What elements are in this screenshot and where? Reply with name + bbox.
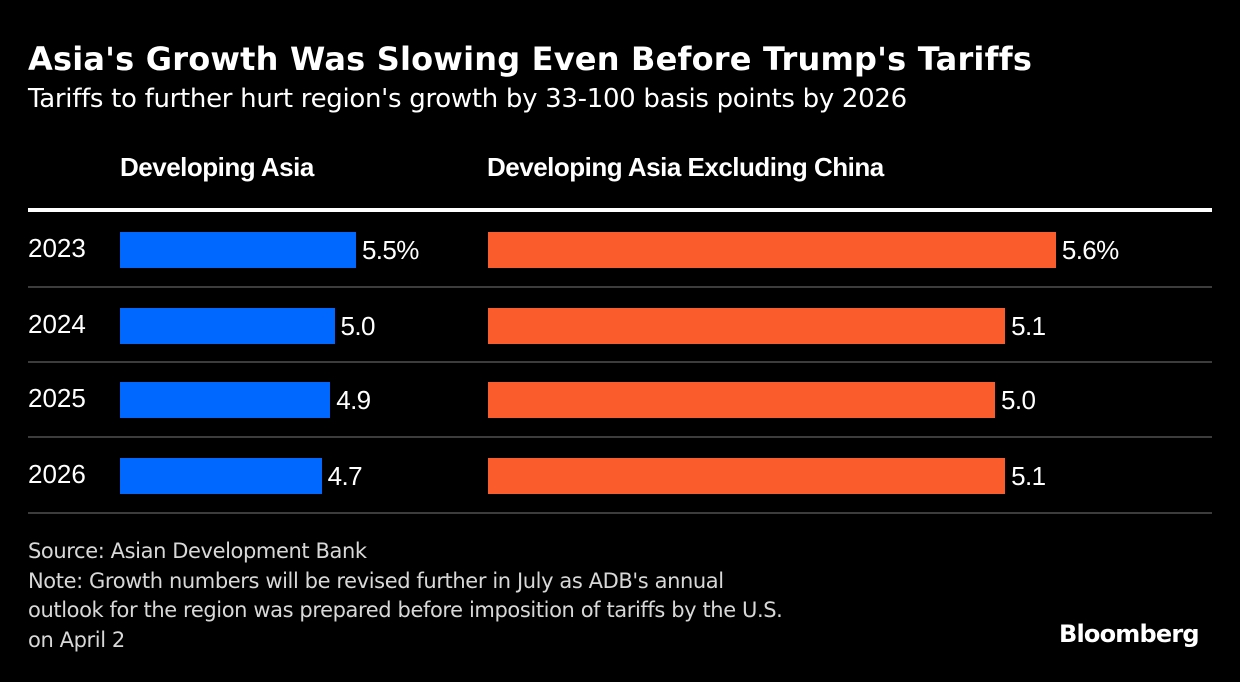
row-divider — [28, 436, 1212, 438]
bar-developing-asia-2023 — [120, 232, 356, 268]
note-line-1: Note: Growth numbers will be revised fur… — [28, 568, 724, 593]
footnote: Source: Asian Development Bank Note: Gro… — [28, 537, 783, 655]
value-label: 5.0 — [1001, 385, 1036, 415]
bar-developing-asia-2026 — [120, 458, 322, 494]
bar-developing-asia-2025 — [120, 382, 331, 418]
value-label: 5.6% — [1061, 235, 1119, 265]
value-label: 5.1 — [1011, 461, 1046, 491]
source-text: Source: Asian Development Bank — [28, 539, 367, 563]
note-line-3: on April 2 — [28, 627, 125, 652]
row-divider — [28, 286, 1212, 288]
panel-title-developing-asia-ex-china: Developing Asia Excluding China — [487, 152, 884, 182]
bar-developing-asia-ex-china-2023 — [488, 232, 1056, 268]
year-label: 2024 — [28, 309, 86, 339]
value-label: 4.9 — [336, 385, 371, 415]
bar-developing-asia-ex-china-2024 — [488, 308, 1006, 344]
year-label: 2025 — [28, 383, 86, 413]
value-label: 5.5% — [361, 235, 419, 265]
row-divider — [28, 361, 1212, 363]
value-label: 4.7 — [327, 461, 363, 491]
bar-developing-asia-2024 — [120, 308, 335, 344]
row-divider — [28, 512, 1212, 514]
bar-developing-asia-ex-china-2026 — [488, 458, 1006, 494]
panel-title-developing-asia: Developing Asia — [120, 152, 314, 182]
bloomberg-logo: Bloomberg — [1059, 620, 1200, 648]
chart-subtitle: Tariffs to further hurt region's growth … — [28, 84, 907, 114]
bar-developing-asia-ex-china-2025 — [488, 382, 995, 418]
chart-title: Asia's Growth Was Slowing Even Before Tr… — [28, 40, 1033, 78]
year-label: 2023 — [28, 233, 86, 263]
value-label: 5.0 — [340, 311, 376, 341]
note-line-2: outlook for the region was prepared befo… — [28, 598, 783, 622]
header-rule — [28, 208, 1212, 212]
value-label: 5.1 — [1011, 311, 1046, 341]
year-label: 2026 — [28, 459, 86, 489]
